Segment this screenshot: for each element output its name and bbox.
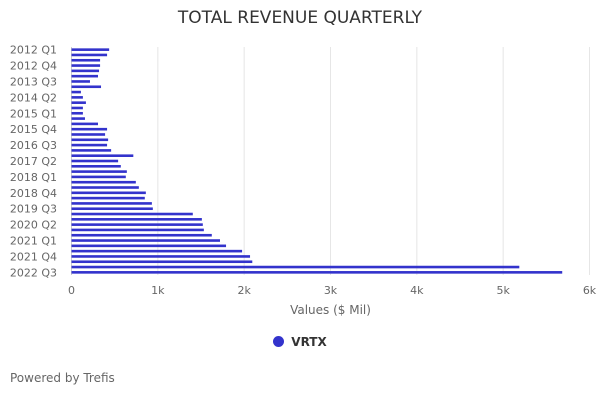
y-tick-label: 2021 Q4 bbox=[10, 250, 57, 263]
y-tick-label: 2013 Q3 bbox=[10, 75, 57, 88]
legend[interactable]: VRTX bbox=[0, 335, 600, 349]
bar bbox=[71, 218, 202, 221]
legend-marker bbox=[273, 336, 285, 347]
bar bbox=[71, 127, 108, 131]
bar bbox=[71, 111, 83, 115]
x-axis-label: Values ($ Mil) bbox=[290, 303, 371, 317]
y-tick-label: 2016 Q3 bbox=[10, 139, 57, 152]
bar bbox=[71, 244, 227, 248]
x-tick-label: 1k bbox=[151, 284, 165, 297]
bar bbox=[71, 101, 86, 104]
y-tick-label: 2015 Q1 bbox=[10, 107, 57, 120]
bar bbox=[71, 165, 121, 168]
bar bbox=[71, 175, 126, 179]
bar bbox=[71, 96, 83, 99]
x-tick-label: 6k bbox=[583, 284, 597, 297]
bar bbox=[71, 58, 101, 62]
bar bbox=[71, 48, 110, 51]
bar bbox=[71, 170, 127, 173]
bar bbox=[71, 233, 212, 237]
legend-label: VRTX bbox=[291, 335, 327, 349]
bar-chart: 0 1k 2k 3k 4k 5k 6k Values ($ Mil) 2012 Q1 2012 Q… bbox=[10, 44, 597, 317]
bar bbox=[71, 149, 112, 152]
x-tick-label: 5k bbox=[496, 284, 510, 297]
bar bbox=[71, 228, 204, 232]
y-tick-label: 2020 Q2 bbox=[10, 219, 57, 232]
bar bbox=[71, 74, 99, 78]
bar bbox=[71, 69, 100, 73]
y-tick-label: 2019 Q3 bbox=[10, 203, 57, 216]
bar bbox=[71, 191, 146, 195]
bar bbox=[71, 117, 85, 120]
bar bbox=[71, 80, 90, 83]
powered-by-credit: Powered by Trefis bbox=[10, 371, 115, 385]
bar bbox=[71, 53, 108, 57]
bar bbox=[71, 180, 136, 184]
x-tick-label: 0 bbox=[68, 284, 75, 297]
bar bbox=[71, 90, 81, 94]
bar bbox=[71, 271, 563, 274]
bar bbox=[71, 223, 203, 226]
y-tick-label: 2017 Q2 bbox=[10, 155, 57, 168]
bar bbox=[71, 265, 520, 269]
bar bbox=[71, 122, 99, 126]
y-tick-label: 2014 Q2 bbox=[10, 91, 57, 104]
bar bbox=[71, 212, 193, 216]
y-tick-label: 2012 Q4 bbox=[10, 60, 57, 73]
bar bbox=[71, 143, 108, 147]
x-tick-label: 4k bbox=[410, 284, 424, 297]
y-tick-label: 2021 Q1 bbox=[10, 235, 57, 248]
bar bbox=[71, 138, 109, 142]
bar bbox=[71, 106, 83, 110]
bar bbox=[71, 207, 153, 211]
bar bbox=[71, 202, 152, 205]
bar bbox=[71, 260, 253, 264]
y-tick-label: 2018 Q1 bbox=[10, 171, 57, 184]
bar bbox=[71, 85, 102, 89]
bar bbox=[71, 159, 119, 163]
bar bbox=[71, 196, 145, 200]
bar bbox=[71, 154, 134, 157]
bar bbox=[71, 186, 139, 189]
bar bbox=[71, 239, 220, 242]
bar bbox=[71, 255, 251, 258]
y-tick-label: 2018 Q4 bbox=[10, 187, 57, 200]
bar bbox=[71, 249, 243, 253]
bar bbox=[71, 133, 106, 136]
y-tick-label: 2015 Q4 bbox=[10, 123, 57, 136]
chart-title: TOTAL REVENUE QUARTERLY bbox=[177, 8, 423, 28]
bar bbox=[71, 64, 101, 67]
y-tick-label: 2022 Q3 bbox=[10, 266, 57, 279]
x-tick-label: 2k bbox=[237, 284, 251, 297]
x-tick-label: 3k bbox=[324, 284, 338, 297]
y-tick-label: 2012 Q1 bbox=[10, 44, 57, 57]
